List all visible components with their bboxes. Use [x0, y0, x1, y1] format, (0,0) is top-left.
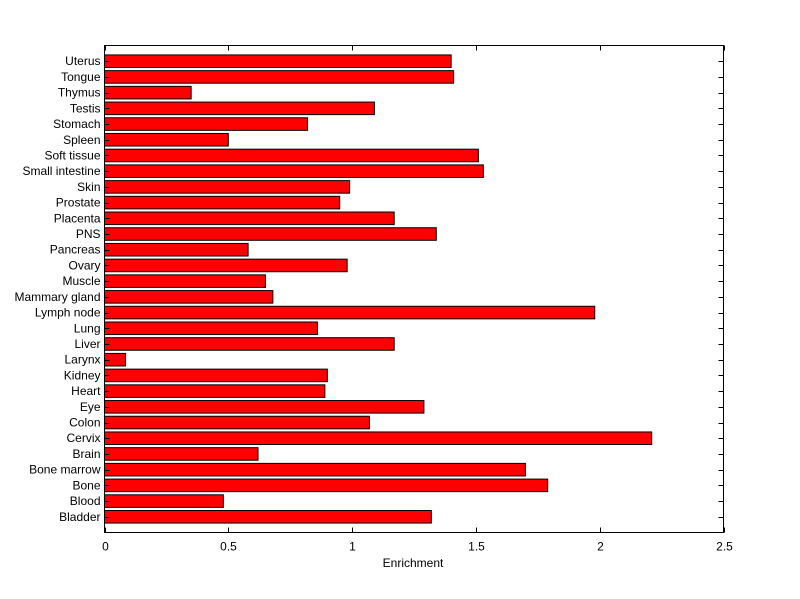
bar-lung — [104, 321, 318, 336]
bar-muscle — [104, 274, 266, 288]
bar-eye — [104, 400, 425, 414]
bar-pancreas — [104, 242, 249, 257]
bar-mammary-gland — [104, 290, 274, 304]
bar-ovary — [104, 258, 348, 273]
bar-testis — [104, 101, 375, 116]
bar-tongue — [104, 70, 455, 84]
y-tick-label: Lung — [74, 321, 101, 335]
y-tick-label: Lymph node — [35, 306, 101, 320]
y-tick-label: Soft tissue — [44, 148, 100, 162]
y-tick-label: Ovary — [68, 258, 100, 272]
y-tick-label: Tongue — [61, 70, 101, 84]
bar-liver — [104, 337, 395, 351]
y-tick-label: Blood — [70, 494, 101, 508]
bar-skin — [104, 180, 351, 194]
y-tick-label: Placenta — [54, 211, 101, 225]
y-tick-label: Heart — [71, 384, 101, 398]
y-tick-label: PNS — [76, 227, 101, 241]
bar-thymus — [104, 85, 192, 100]
y-tick-label: Eye — [80, 400, 101, 414]
bar-bladder — [104, 510, 432, 524]
bar-lymph-node — [104, 305, 596, 320]
y-tick-label: Stomach — [53, 117, 100, 131]
bar-kidney — [104, 368, 328, 383]
bar-stomach — [104, 117, 309, 131]
y-tick-label: Testis — [70, 101, 101, 115]
bar-blood — [104, 494, 224, 508]
y-tick-label: Skin — [77, 180, 100, 194]
x-tick-labels: 0 0.5 1 1.5 2 2.5 — [102, 540, 733, 554]
y-tick-label: Spleen — [63, 133, 100, 147]
x-tick-label: 0.5 — [220, 540, 237, 554]
y-tick-label: Bone — [72, 478, 100, 492]
x-tick-label: 1.5 — [468, 540, 485, 554]
y-tick-label: Larynx — [64, 353, 100, 367]
bar-colon — [104, 415, 370, 430]
y-tick-label: Prostate — [56, 196, 101, 210]
ticks — [104, 45, 725, 533]
y-tick-label: Mammary gland — [14, 290, 100, 304]
x-tick-label: 2.5 — [716, 540, 733, 554]
bar-placenta — [104, 211, 395, 226]
y-tick-label: Liver — [74, 337, 100, 351]
bar-small-intestine — [104, 164, 484, 178]
bar-larynx — [104, 352, 127, 367]
x-tick-label: 1 — [349, 540, 356, 554]
bar-heart — [104, 384, 326, 398]
y-tick-label: Uterus — [65, 54, 100, 68]
plot-frame — [104, 45, 724, 533]
bar-prostate — [104, 195, 341, 210]
bar-pns — [104, 227, 437, 241]
bar-spleen — [104, 132, 229, 147]
bar-brain — [104, 447, 259, 461]
y-tick-label: Pancreas — [50, 243, 101, 257]
bar-uterus — [104, 54, 452, 68]
y-tick-label: Small intestine — [22, 164, 100, 178]
y-tick-label: Cervix — [66, 431, 100, 445]
bar-soft-tissue — [104, 148, 479, 163]
x-tick-label: 0 — [102, 540, 109, 554]
y-tick-label: Colon — [69, 416, 100, 430]
y-tick-label: Muscle — [62, 274, 100, 288]
y-tick-label: Brain — [72, 447, 100, 461]
y-tick-label: Bone marrow — [29, 463, 101, 477]
bar-bone-marrow — [104, 462, 526, 477]
bar-cervix — [104, 431, 653, 446]
y-tick-label: Bladder — [59, 510, 100, 524]
x-axis-label: Enrichment — [383, 556, 444, 570]
y-tick-label: Kidney — [64, 368, 101, 382]
y-tick-label: Thymus — [58, 86, 101, 100]
bar-bone — [104, 478, 549, 493]
x-tick-label: 2 — [597, 540, 604, 554]
